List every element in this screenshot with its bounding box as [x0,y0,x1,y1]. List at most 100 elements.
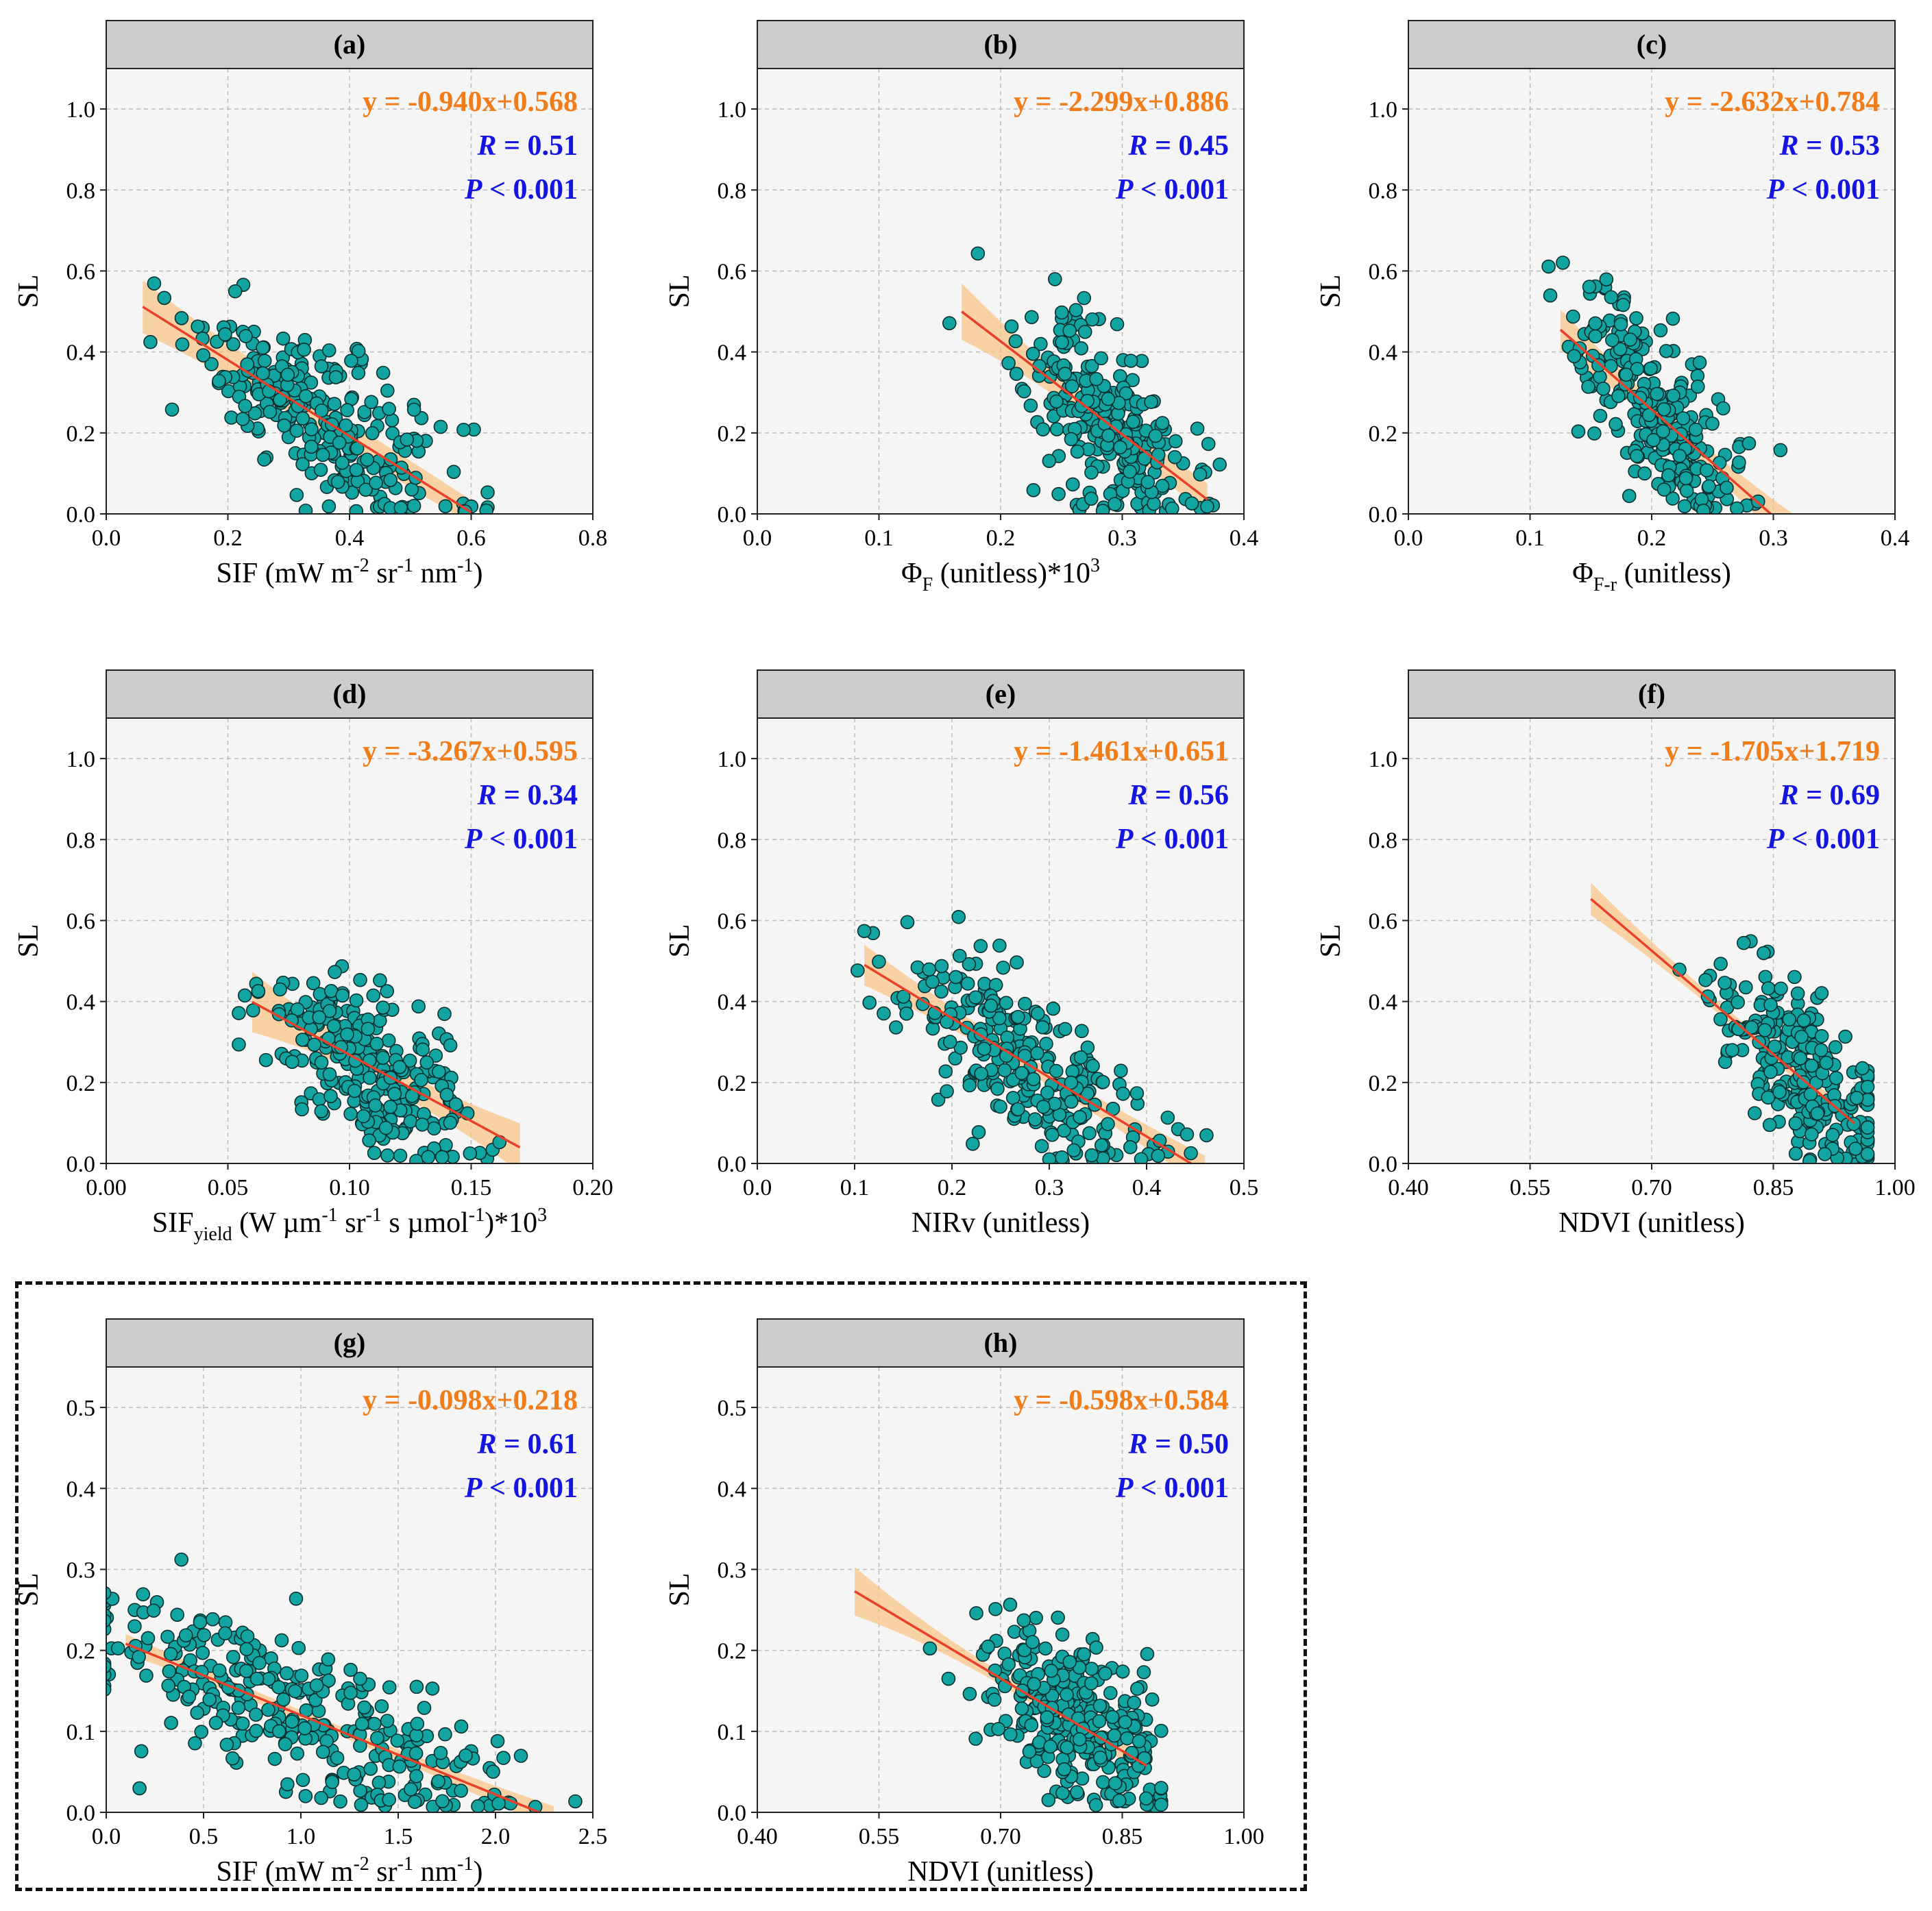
regression-line-e [864,963,1194,1163]
data-point [1720,480,1734,495]
data-point [1593,408,1608,423]
data-point [1057,1022,1073,1037]
data-point [277,418,291,433]
data-point [330,1751,345,1766]
data-point [197,1628,211,1642]
confidence-band-g [125,1633,554,1812]
data-point [288,1684,302,1699]
data-point [306,976,321,991]
x-tick-label-a-3: 0.6 [456,526,486,551]
data-point [1713,957,1728,971]
data-point [1814,986,1829,1000]
data-point [1024,1718,1039,1733]
data-point [1860,1079,1875,1094]
y-tick-label-e-2: 0.4 [718,990,747,1015]
data-point [411,999,426,1014]
data-point [251,984,266,998]
data-point [232,1037,246,1052]
data-point [910,960,925,975]
y-tick-label-d-0: 0.0 [66,1152,96,1177]
data-point [1041,1792,1056,1808]
data-point [298,1789,313,1803]
data-point [363,1762,378,1776]
data-point [1154,1723,1169,1738]
data-point [271,1724,286,1739]
data-point [256,341,270,355]
data-point [1629,311,1643,325]
data-point [174,310,189,325]
data-point [1051,486,1066,502]
data-point [369,476,383,490]
data-point [343,1686,358,1700]
x-tick-label-f-4: 1.00 [1874,1175,1916,1200]
data-point [383,1100,398,1114]
data-point [1108,1776,1123,1790]
data-point [298,389,313,404]
data-point [284,1055,299,1069]
data-point [439,1087,454,1102]
y-tick-label-a-5: 1.0 [66,97,96,123]
data-point [922,962,936,977]
data-point [362,1133,376,1148]
y-tick-label-c-3: 0.6 [1369,259,1398,284]
data-point [1805,1058,1819,1073]
data-point [140,1631,156,1646]
data-point [344,354,358,368]
data-point [409,1768,424,1784]
data-point [446,465,461,479]
data-point [378,1120,393,1135]
data-point [1818,1147,1832,1161]
panel-title-g: (g) [334,1327,366,1358]
data-point [134,1744,149,1759]
x-tick-label-e-5: 0.5 [1230,1175,1259,1200]
data-point [340,403,354,417]
panel-strip-f [1408,669,1896,719]
data-point [252,1655,267,1670]
data-point [1796,1013,1811,1028]
p-value-label-a: P < 0.001 [464,174,578,206]
data-point [327,397,342,411]
data-point [1007,1625,1022,1639]
data-point [431,1774,445,1789]
data-point [1016,384,1031,399]
p-value-label-d: P < 0.001 [464,824,578,855]
data-point [938,1064,953,1078]
data-point [191,319,205,334]
p-value-label-g: P < 0.001 [464,1472,578,1504]
data-point [973,939,988,953]
data-point [1108,497,1122,511]
x-tick-label-d-0: 0.00 [86,1175,127,1200]
y-tick-label-f-2: 0.4 [1369,990,1398,1015]
data-point [1030,1007,1045,1021]
y-axis-label-d: SL [13,924,45,957]
data-point [443,1038,458,1052]
data-point [278,1737,293,1751]
data-point [249,1707,263,1722]
data-point [922,1641,938,1656]
data-point [968,990,983,1004]
data-point [1113,369,1127,384]
regression-line-h [854,1590,1147,1767]
data-point [1073,1050,1088,1065]
data-point [1049,1063,1064,1078]
x-tick-label-b-0: 0.0 [743,526,772,551]
data-point [1088,1798,1103,1812]
data-point [1678,471,1693,486]
data-point [1656,424,1670,439]
data-point [321,343,337,358]
data-point [410,1716,425,1731]
y-tick-label-e-3: 0.6 [718,909,747,934]
data-point [225,1751,240,1766]
panel-title-e: (e) [986,678,1016,709]
data-point [942,1035,957,1049]
panel-strip-e [757,669,1245,719]
data-point [857,924,872,939]
y-tick-label-d-3: 0.6 [66,909,96,934]
data-point [1566,309,1580,324]
data-point [1004,319,1019,334]
x-tick-label-a-4: 0.8 [578,526,608,551]
data-point [314,359,329,373]
data-point [999,996,1014,1010]
data-point [1089,371,1103,386]
data-point [1034,1139,1049,1154]
